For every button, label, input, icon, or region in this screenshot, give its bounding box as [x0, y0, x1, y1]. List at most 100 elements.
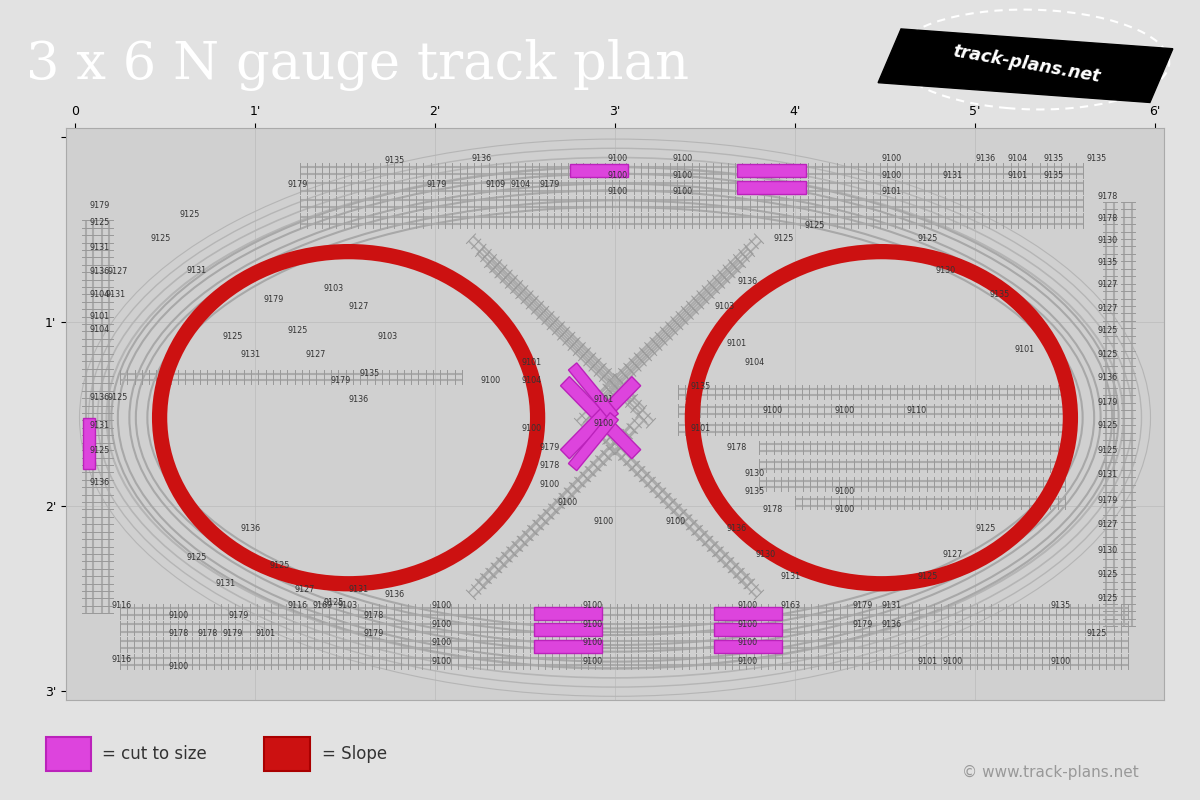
Text: track-plans.net: track-plans.net [950, 42, 1102, 86]
Text: 9125: 9125 [1087, 629, 1106, 638]
Bar [878, 29, 1172, 102]
Text: 9127: 9127 [1098, 280, 1117, 290]
Text: 9100: 9100 [583, 657, 602, 666]
Text: 9100: 9100 [608, 154, 628, 163]
Text: 9104: 9104 [511, 180, 530, 189]
Text: 9104: 9104 [522, 376, 541, 386]
Text: 9131: 9131 [106, 290, 126, 298]
Text: 9130: 9130 [1098, 236, 1117, 245]
Text: 9100: 9100 [169, 610, 188, 620]
Text: 9125: 9125 [108, 393, 127, 402]
Text: 9125: 9125 [1098, 570, 1117, 579]
Text: 9136: 9136 [727, 524, 746, 533]
Text: 9178: 9178 [364, 610, 383, 620]
Text: 9179: 9179 [540, 442, 559, 452]
Text: 9101: 9101 [918, 657, 937, 666]
Text: 9116: 9116 [288, 602, 307, 610]
Text: 9100: 9100 [432, 638, 451, 647]
Text: 9131: 9131 [781, 572, 800, 581]
Text: 9179: 9179 [426, 180, 446, 189]
Text: 9125: 9125 [1098, 326, 1117, 335]
Text: = Slope: = Slope [322, 745, 386, 763]
Text: 9125: 9125 [1098, 421, 1117, 430]
Text: 9104: 9104 [745, 358, 764, 367]
Text: 9136: 9136 [976, 154, 995, 163]
Text: 9100: 9100 [583, 620, 602, 629]
Text: 9179: 9179 [331, 376, 350, 386]
Text: 9135: 9135 [1044, 154, 1063, 163]
Text: 9127: 9127 [943, 550, 962, 558]
Text: 9100: 9100 [583, 638, 602, 647]
Text: 9109: 9109 [486, 180, 505, 189]
Text: 9179: 9179 [853, 602, 872, 610]
Text: 9131: 9131 [943, 170, 962, 179]
Text: 9178: 9178 [540, 461, 559, 470]
Text: 9101: 9101 [256, 629, 275, 638]
Text: 9179: 9179 [223, 629, 242, 638]
Bar [534, 607, 602, 620]
Text: 9179: 9179 [288, 180, 307, 189]
Text: 9125: 9125 [90, 446, 109, 455]
Text: 9135: 9135 [360, 369, 379, 378]
Text: 9101: 9101 [90, 312, 109, 321]
Bar [560, 377, 641, 458]
Text: 9101: 9101 [882, 187, 901, 196]
Text: 9100: 9100 [738, 602, 757, 610]
Text: 9131: 9131 [90, 243, 109, 253]
Text: 9100: 9100 [738, 638, 757, 647]
Text: 9100: 9100 [835, 506, 854, 514]
Text: 9101: 9101 [691, 424, 710, 434]
Text: 9100: 9100 [673, 187, 692, 196]
Text: 9100: 9100 [738, 620, 757, 629]
Text: 9101: 9101 [727, 339, 746, 348]
Text: 9100: 9100 [540, 480, 559, 489]
Text: 9125: 9125 [180, 210, 199, 219]
Text: 9179: 9179 [853, 620, 872, 629]
Text: 3 x 6 N gauge track plan: 3 x 6 N gauge track plan [26, 39, 690, 91]
Text: 9100: 9100 [594, 418, 613, 428]
Text: 9131: 9131 [349, 585, 368, 594]
Text: 9136: 9136 [90, 478, 109, 486]
Text: 9100: 9100 [882, 154, 901, 163]
Bar [738, 181, 806, 194]
Text: 9125: 9125 [1098, 350, 1117, 359]
Text: 9127: 9127 [1098, 520, 1117, 530]
Text: 9100: 9100 [480, 376, 500, 386]
Text: 9101: 9101 [522, 358, 541, 367]
Text: 9100: 9100 [522, 424, 541, 434]
Text: 9125: 9125 [918, 234, 937, 243]
Text: 9136: 9136 [472, 154, 491, 163]
Text: 9135: 9135 [1087, 154, 1106, 163]
Text: 9101: 9101 [594, 394, 613, 404]
Text: 9125: 9125 [324, 598, 343, 606]
Text: 9101: 9101 [1015, 345, 1034, 354]
Text: 9135: 9135 [1051, 602, 1070, 610]
Text: 9125: 9125 [1098, 594, 1117, 603]
Text: 9127: 9127 [306, 350, 325, 359]
Bar [560, 377, 641, 458]
Text: 9178: 9178 [198, 629, 217, 638]
Text: 9103: 9103 [714, 302, 734, 311]
Text: 9100: 9100 [673, 170, 692, 179]
Text: 9136: 9136 [882, 620, 901, 629]
Text: 9131: 9131 [187, 266, 206, 274]
Text: 9178: 9178 [169, 629, 188, 638]
Text: 9179: 9179 [1098, 496, 1117, 506]
Text: 9179: 9179 [264, 295, 284, 304]
Text: 9103: 9103 [378, 332, 397, 341]
Text: 9100: 9100 [673, 154, 692, 163]
Text: 9178: 9178 [763, 506, 782, 514]
Text: 9104: 9104 [90, 290, 109, 298]
Text: 9136: 9136 [90, 393, 109, 402]
Text: 9131: 9131 [1098, 470, 1117, 479]
Text: 9104: 9104 [90, 325, 109, 334]
Text: 9179: 9179 [228, 610, 248, 620]
Bar [569, 413, 618, 470]
Text: 9100: 9100 [835, 406, 854, 415]
Text: 9136: 9136 [385, 590, 404, 599]
Text: 9103: 9103 [338, 602, 358, 610]
Bar [534, 623, 602, 636]
Text: 9136: 9136 [241, 524, 260, 533]
Text: 9179: 9179 [364, 629, 383, 638]
Bar [570, 164, 628, 177]
